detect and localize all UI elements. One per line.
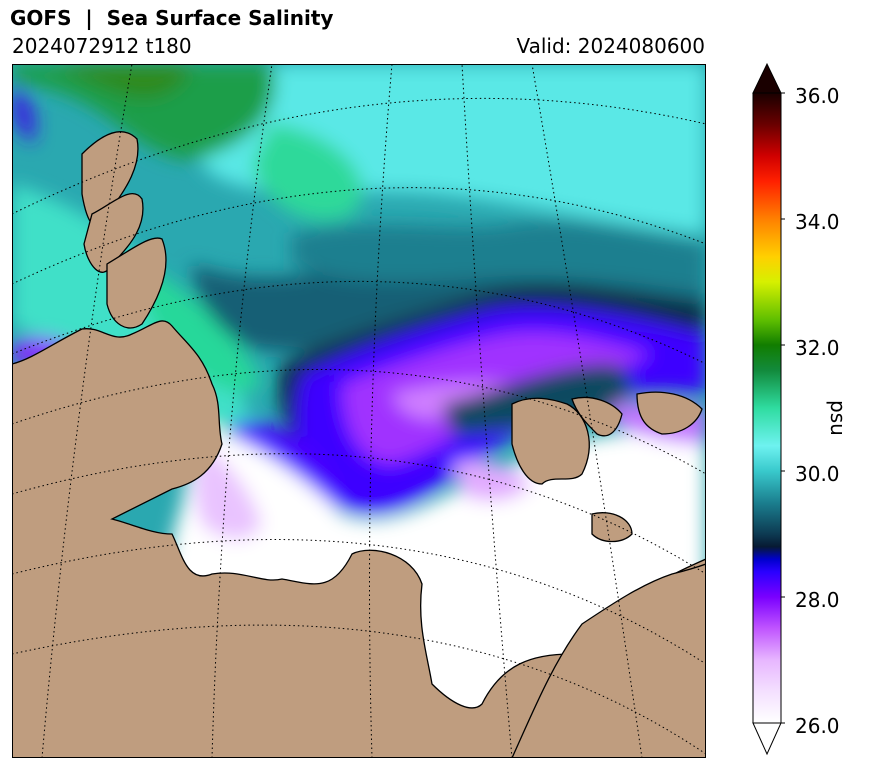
colorbar-tick-label: 26.0: [795, 714, 840, 738]
run-label: 2024072912 t180: [12, 34, 192, 58]
colorbar-unit-label: psu: [826, 400, 850, 436]
colorbar-extend-max: [752, 62, 782, 94]
graticule: [12, 64, 706, 758]
colorbar-extend-min: [752, 722, 782, 756]
colorbar-tick-label: 32.0: [795, 336, 840, 360]
colorbar: [752, 62, 785, 756]
colorbar-tick-label: 28.0: [795, 588, 840, 612]
salinity-field: [12, 64, 706, 758]
colorbar-tick-label: 34.0: [795, 210, 840, 234]
map-title: GOFS | Sea Surface Salinity: [10, 6, 334, 30]
colorbar-tick-label: 30.0: [795, 462, 840, 486]
salinity-map: [12, 64, 706, 758]
colorbar-tick-label: 36.0: [795, 84, 840, 108]
colorbar-ramp: [752, 92, 782, 724]
valid-label: Valid: 2024080600: [516, 34, 705, 58]
landmass: [12, 131, 706, 758]
map-frame: [12, 64, 706, 758]
